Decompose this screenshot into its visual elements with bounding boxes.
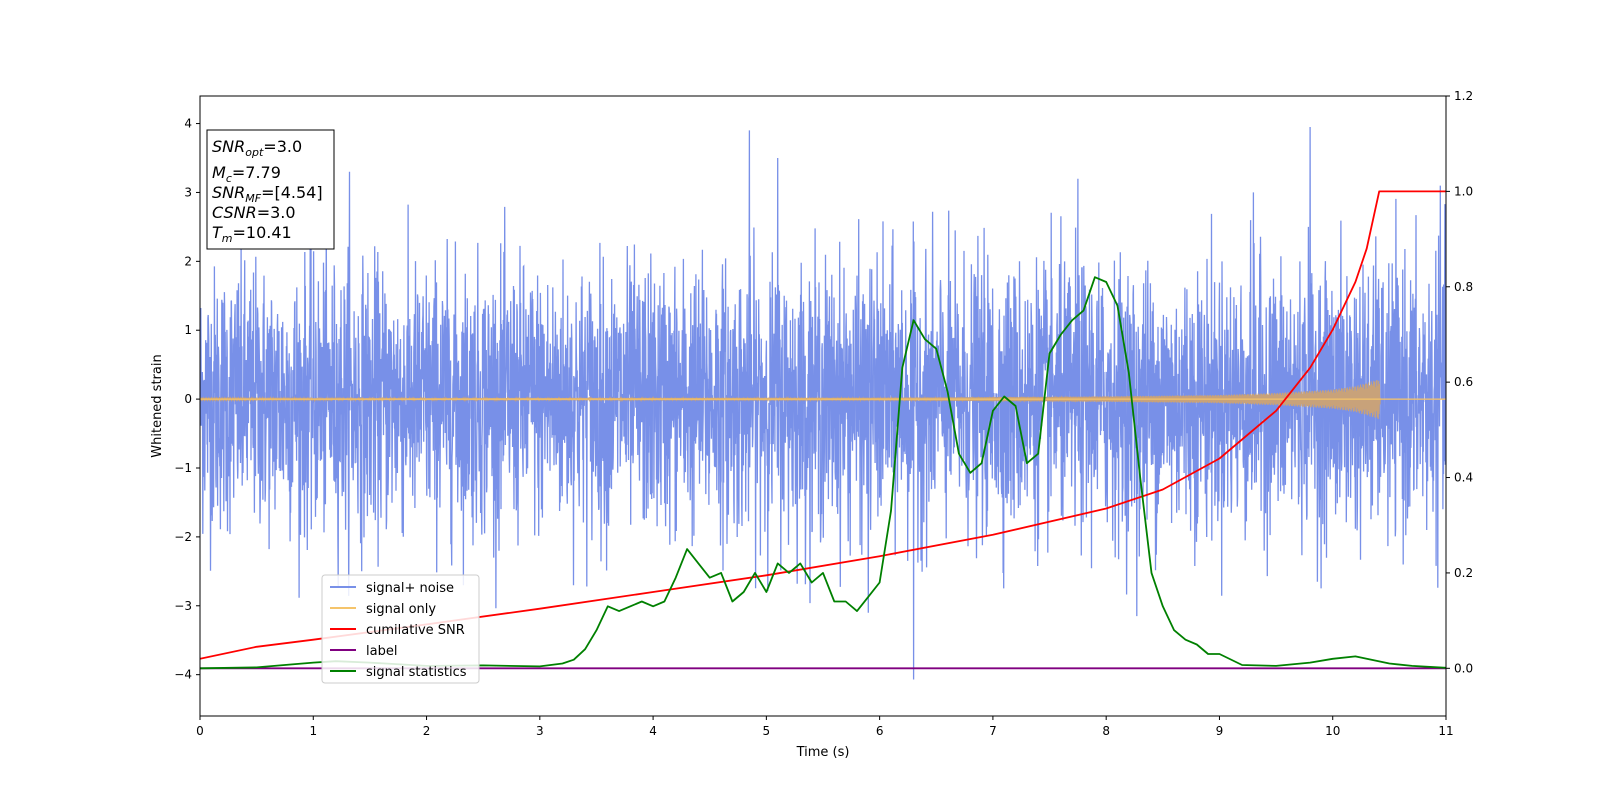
- series-signal-only: [200, 379, 1446, 420]
- y-tick-label: −1: [174, 461, 192, 475]
- y-tick-label: −4: [174, 668, 192, 682]
- series-signal-statistics: [200, 276, 1446, 670]
- parameter-textbox: SNRopt=3.0 Mc=7.79 SNRMF=[4.54] CSNR=3.0…: [206, 129, 335, 250]
- x-tick-label: 3: [536, 724, 544, 738]
- x-tick-label: 6: [876, 724, 884, 738]
- y-axis-label: Whitened strain: [150, 354, 165, 457]
- y-right-tick-label: 1.0: [1454, 184, 1473, 198]
- x-tick-label: 10: [1325, 724, 1340, 738]
- y-tick-label: 3: [184, 185, 192, 199]
- y-tick-label: −3: [174, 599, 192, 613]
- legend-label-signal-only: signal only: [366, 602, 436, 617]
- y-right-tick-label: 0.4: [1454, 471, 1473, 485]
- y-tick-label: −2: [174, 530, 192, 544]
- y-axis-right: 0.0 0.2 0.4 0.6 0.8 1.0 1.2: [1446, 89, 1473, 675]
- y-axis-left: −4 −3 −2 −1 0 1 2 3 4: [174, 117, 200, 682]
- textbox-snr-mf: SNRMF=[4.54]: [212, 183, 323, 205]
- y-tick-label: 4: [184, 117, 192, 131]
- textbox-csnr: CSNR=3.0: [212, 203, 296, 222]
- x-tick-label: 4: [649, 724, 657, 738]
- textbox-frame: [206, 129, 335, 250]
- y-tick-label: 2: [184, 254, 192, 268]
- x-tick-label: 8: [1102, 724, 1110, 738]
- legend-label-signal-statistics: signal statistics: [366, 665, 467, 680]
- y-tick-label: 0: [184, 392, 192, 406]
- y-right-tick-label: 0.2: [1454, 566, 1473, 580]
- y-right-tick-label: 1.2: [1454, 89, 1473, 103]
- x-axis-label: Time (s): [796, 745, 850, 760]
- x-tick-label: 9: [1216, 724, 1224, 738]
- legend-frame: [321, 574, 480, 684]
- y-right-tick-label: 0.8: [1454, 280, 1473, 294]
- legend-label-signal-noise: signal+ noise: [366, 581, 454, 596]
- legend: signal+ noise signal only cumilative SNR…: [321, 574, 480, 684]
- x-tick-label: 7: [989, 724, 997, 738]
- x-tick-label: 1: [309, 724, 317, 738]
- y-tick-label: 1: [184, 323, 192, 337]
- series-line-signal-statistics: [200, 276, 1446, 670]
- legend-label-label: label: [366, 644, 397, 659]
- x-axis: 0 1 2 3 4 5 6 7 8 9 10 11: [196, 716, 1454, 738]
- textbox-mc: Mc=7.79: [212, 163, 281, 185]
- y-right-tick-label: 0.0: [1454, 661, 1473, 675]
- textbox-tm: Tm=10.41: [212, 223, 292, 245]
- x-tick-label: 0: [196, 724, 204, 738]
- legend-label-cumulative-snr: cumilative SNR: [366, 623, 465, 638]
- x-tick-label: 11: [1438, 724, 1453, 738]
- y-right-tick-label: 0.6: [1454, 375, 1473, 389]
- x-tick-label: 5: [763, 724, 771, 738]
- x-tick-label: 2: [423, 724, 431, 738]
- textbox-snr-opt: SNRopt=3.0: [212, 137, 302, 159]
- plot-frame: [199, 95, 1447, 717]
